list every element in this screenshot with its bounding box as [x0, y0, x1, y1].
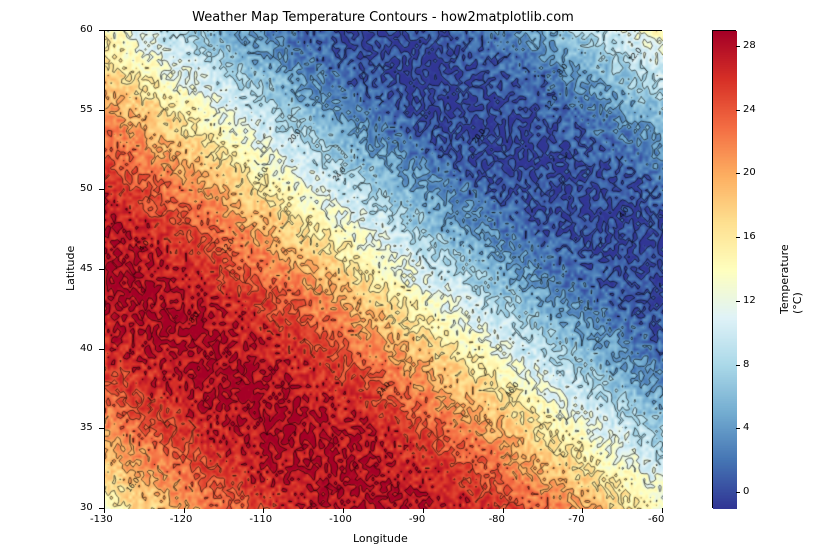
colorbar-tick-mark [736, 173, 740, 174]
y-tick-label: 35 [80, 422, 93, 433]
y-tick-mark [99, 189, 104, 190]
colorbar-tick-label: 24 [743, 104, 756, 115]
y-tick-mark [99, 110, 104, 111]
y-tick-mark [99, 30, 104, 31]
colorbar-label: Temperature (°C) [778, 244, 804, 314]
colorbar-tick-mark [736, 46, 740, 47]
colorbar-tick-label: 16 [743, 231, 756, 242]
y-tick-label: 30 [80, 502, 93, 513]
x-tick-label: -100 [329, 514, 352, 525]
colorbar-tick-mark [736, 428, 740, 429]
colorbar-tick-label: 12 [743, 295, 756, 306]
x-tick-label: -60 [648, 514, 664, 525]
x-tick-label: -120 [170, 514, 193, 525]
colorbar-tick-mark [736, 365, 740, 366]
y-tick-mark [99, 508, 104, 509]
x-tick-label: -90 [409, 514, 425, 525]
x-tick-mark [423, 508, 424, 513]
x-tick-mark [184, 508, 185, 513]
x-tick-mark [503, 508, 504, 513]
contour-canvas [105, 31, 663, 509]
y-tick-label: 50 [80, 183, 93, 194]
x-tick-mark [582, 508, 583, 513]
x-tick-label: -80 [489, 514, 505, 525]
x-tick-label: -70 [568, 514, 584, 525]
colorbar-tick-mark [736, 237, 740, 238]
x-tick-mark [343, 508, 344, 513]
colorbar-tick-mark [736, 492, 740, 493]
colorbar [712, 30, 736, 508]
colorbar-tick-label: 0 [743, 486, 749, 497]
chart-title: Weather Map Temperature Contours - how2m… [104, 10, 662, 25]
y-tick-mark [99, 428, 104, 429]
y-tick-label: 40 [80, 343, 93, 354]
colorbar-tick-mark [736, 301, 740, 302]
y-tick-mark [99, 269, 104, 270]
x-tick-mark [263, 508, 264, 513]
colorbar-tick-mark [736, 110, 740, 111]
x-axis-label: Longitude [353, 532, 408, 545]
colorbar-tick-label: 20 [743, 167, 756, 178]
colorbar-tick-label: 4 [743, 422, 749, 433]
y-tick-label: 45 [80, 263, 93, 274]
y-axis-label: Latitude [64, 246, 77, 291]
x-tick-label: -110 [249, 514, 272, 525]
y-tick-label: 55 [80, 104, 93, 115]
x-tick-mark [104, 508, 105, 513]
y-tick-mark [99, 349, 104, 350]
colorbar-canvas [713, 31, 737, 509]
colorbar-tick-label: 28 [743, 40, 756, 51]
colorbar-tick-label: 8 [743, 359, 749, 370]
x-tick-mark [662, 508, 663, 513]
chart-axes [104, 30, 662, 508]
figure: Weather Map Temperature Contours - how2m… [0, 0, 840, 560]
x-tick-label: -130 [90, 514, 113, 525]
y-tick-label: 60 [80, 24, 93, 35]
